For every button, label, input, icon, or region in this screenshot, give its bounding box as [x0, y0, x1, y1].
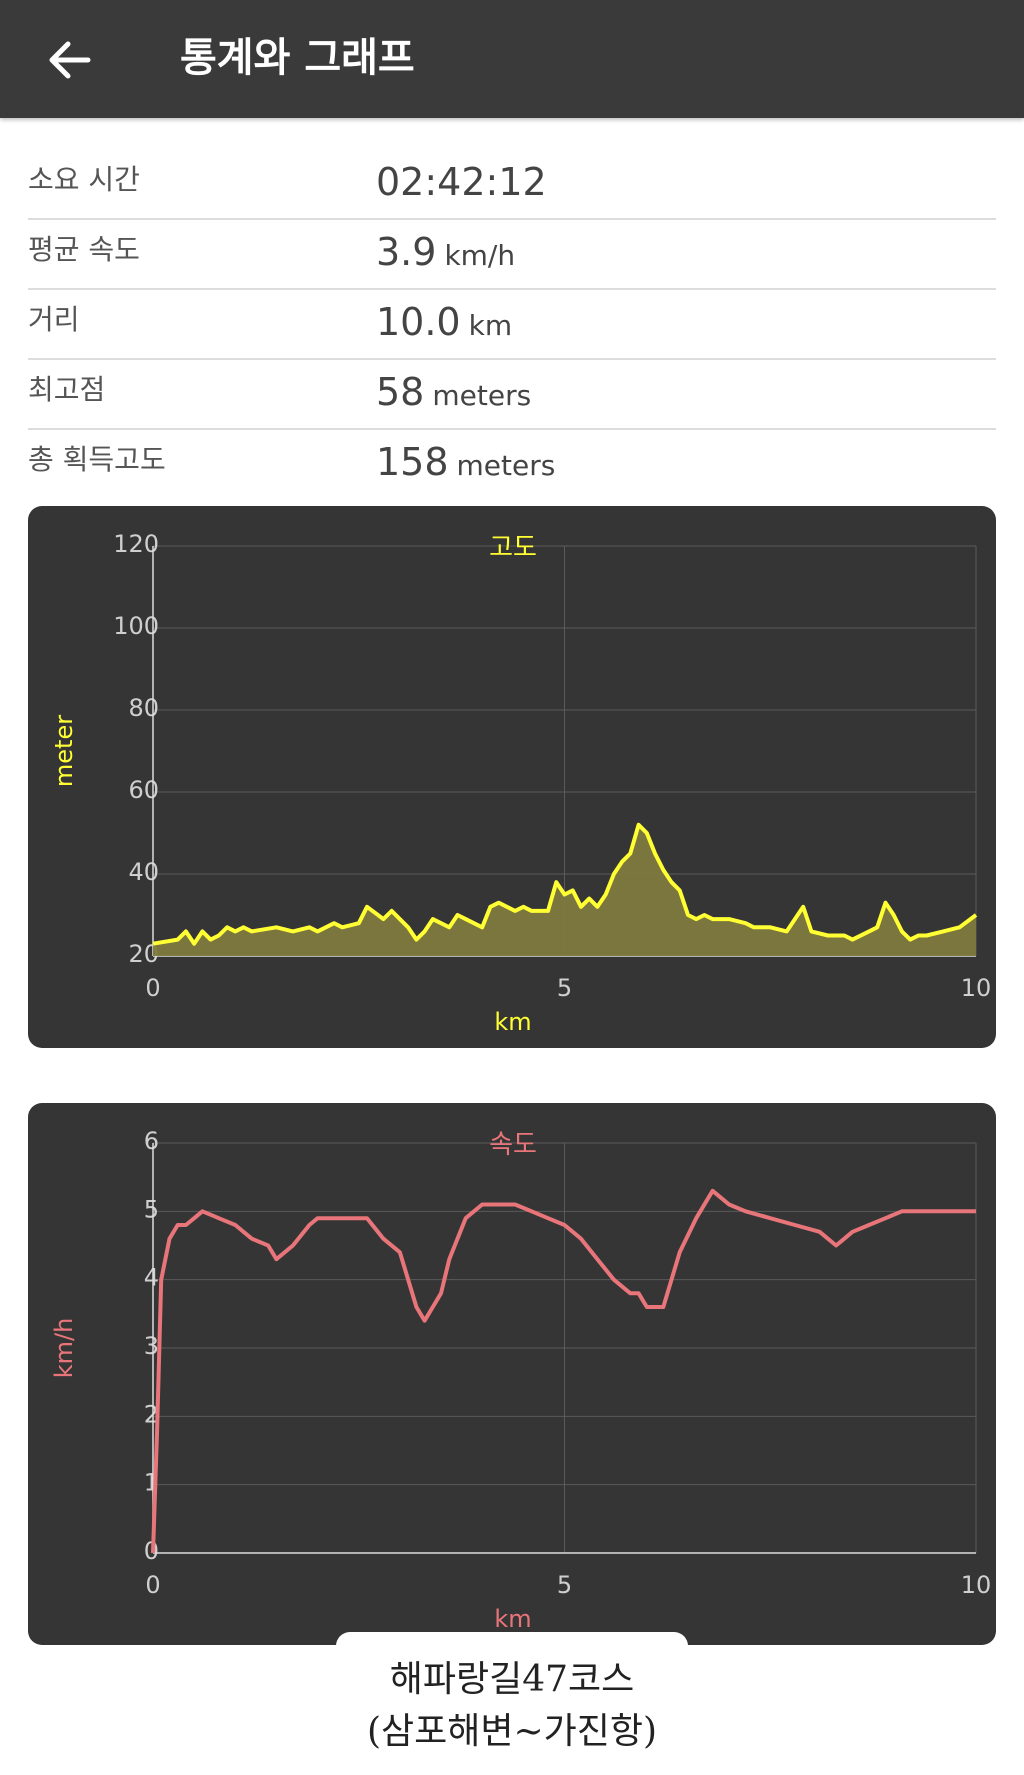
elevation-chart[interactable]: 20 40 60 80 100 120 0 5 10 고도 km meter — [28, 506, 996, 1048]
x-tick-label: 10 — [961, 1571, 992, 1599]
stat-row-distance: 거리 10.0 km — [28, 290, 996, 360]
page-title: 통계와 그래프 — [180, 35, 415, 81]
stat-number: 158 — [376, 440, 449, 484]
y-tick-label: 80 — [128, 694, 159, 722]
stat-label: 총 획득고도 — [28, 443, 166, 476]
stat-row-total-ascent: 총 획득고도 158 meters — [28, 430, 996, 498]
stat-value: 3.9 km/h — [376, 230, 515, 282]
stat-number: 10.0 — [376, 300, 461, 344]
speed-chart[interactable]: 0 1 2 3 4 5 6 0 5 10 속도 km km/h — [28, 1103, 996, 1645]
stat-number: 3.9 — [376, 230, 437, 274]
x-axis-label: km — [494, 1008, 531, 1036]
arrow-left-icon — [49, 41, 91, 79]
stat-row-duration: 소요 시간 02:42:12 — [28, 150, 996, 220]
stat-value: 58 meters — [376, 370, 531, 422]
y-tick-label: 40 — [128, 858, 159, 886]
y-tick-label: 100 — [113, 612, 159, 640]
chart-title: 속도 — [489, 1130, 537, 1160]
stat-row-avg-speed: 평균 속도 3.9 km/h — [28, 220, 996, 290]
stat-label: 소요 시간 — [28, 163, 140, 196]
y-tick-label: 3 — [144, 1332, 159, 1360]
stat-label: 평균 속도 — [28, 233, 140, 266]
y-tick-label: 2 — [144, 1400, 159, 1428]
x-axis-label: km — [494, 1605, 531, 1633]
x-tick-label: 0 — [145, 974, 160, 1002]
elevation-area-fill — [153, 824, 976, 956]
stat-number: 58 — [376, 370, 425, 414]
x-tick-label: 5 — [557, 974, 572, 1002]
speed-series-line — [151, 1188, 976, 1554]
stat-number: 02:42:12 — [376, 160, 547, 204]
route-name-label: 해파랑길47코스 (삼포해변~가진항) — [336, 1632, 688, 1775]
stat-row-max-elevation: 최고점 58 meters — [28, 360, 996, 430]
stats-list: 소요 시간 02:42:12 평균 속도 3.9 km/h 거리 10.0 km 최… — [28, 150, 996, 498]
elevation-series-line — [152, 822, 978, 946]
y-tick-label: 60 — [128, 776, 159, 804]
x-tick-label: 0 — [145, 1571, 160, 1599]
stat-unit: meters — [456, 449, 556, 482]
y-tick-label: 120 — [113, 530, 159, 558]
chart-title: 고도 — [489, 533, 537, 563]
stat-value: 158 meters — [376, 440, 555, 492]
back-button[interactable] — [40, 30, 100, 90]
stat-value: 10.0 km — [376, 300, 512, 352]
stat-label: 거리 — [28, 303, 80, 336]
x-tick-label: 10 — [961, 974, 992, 1002]
y-tick-label: 5 — [144, 1195, 159, 1223]
y-axis-label: meter — [50, 715, 78, 787]
route-section: (삼포해변~가진항) — [366, 1711, 658, 1752]
stat-label: 최고점 — [28, 373, 106, 406]
y-axis-label: km/h — [50, 1318, 78, 1379]
y-tick-label: 6 — [144, 1127, 159, 1155]
y-tick-label: 4 — [144, 1264, 159, 1292]
stat-value: 02:42:12 — [376, 160, 555, 212]
app-bar: 통계와 그래프 — [0, 0, 1024, 118]
x-tick-label: 5 — [557, 1571, 572, 1599]
stat-unit: meters — [432, 379, 532, 412]
stat-unit: km/h — [444, 239, 516, 272]
route-name: 해파랑길47코스 — [389, 1659, 635, 1700]
stat-unit: km — [468, 309, 513, 342]
